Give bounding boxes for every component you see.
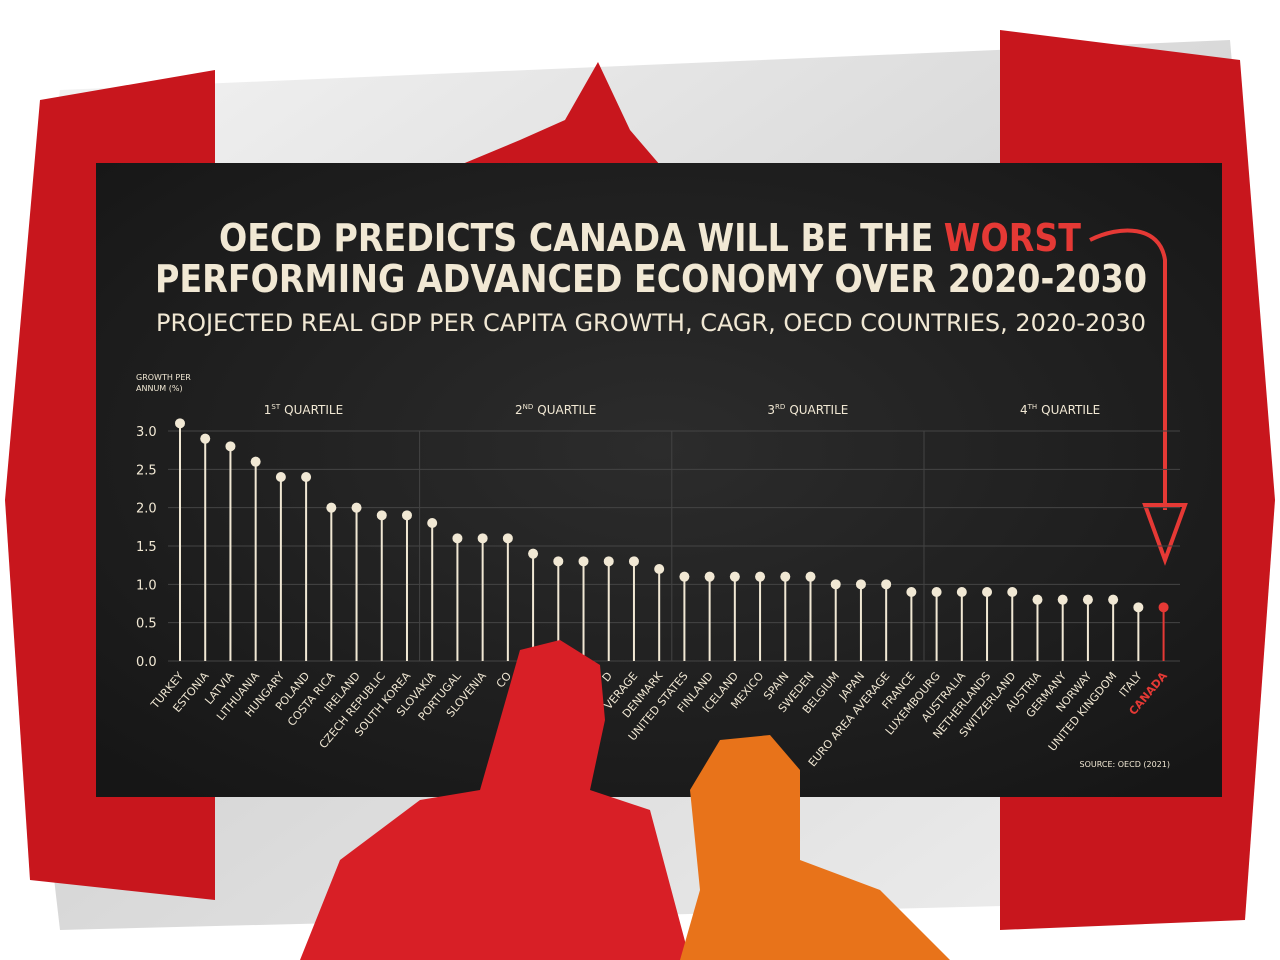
dot [855,579,866,590]
dot [830,579,841,590]
quartile-text: QUARTILE [284,403,343,417]
arrow [1089,228,1167,510]
y-tick-label: 2.5 [136,463,157,478]
y-tick-label: 3.0 [136,425,157,440]
chart-subtitle: PROJECTED REAL GDP PER CAPITA GROWTH, CA… [156,309,1146,337]
quartile-label: 2ND QUARTILE [515,403,596,417]
quartile-text: QUARTILE [1041,403,1100,417]
dot [225,441,236,452]
y-tick-label: 0.0 [136,655,157,670]
dot [1108,594,1119,605]
dot [578,556,589,567]
person-cutout [680,735,950,960]
quartile-number: 2 [515,403,523,417]
quartile-text: QUARTILE [789,403,848,417]
dot [704,571,715,582]
y-tick-label: 0.5 [136,617,157,632]
dot [376,510,387,521]
person-cutout [300,640,690,960]
dot [679,571,690,582]
maple-leaf [460,62,660,165]
quartile-number: 1 [264,403,272,417]
dot [401,510,412,521]
dot [301,472,312,482]
dot [250,456,261,467]
title-part: OECD PREDICTS CANADA WILL BE THE [219,216,933,260]
quartile-label: 3RD QUARTILE [767,403,848,417]
dot [175,418,185,429]
dot [654,564,665,574]
dot [956,587,967,597]
dot [1007,587,1018,597]
dot [1082,594,1093,605]
y-axis-label: GROWTH PER [136,373,191,382]
dot [628,556,639,567]
dot [553,556,564,567]
y-tick-label: 1.5 [136,540,157,555]
quartile-number: 3 [767,403,775,417]
y-tick-label: 1.0 [136,578,157,593]
dot [528,548,539,559]
arrow-head [1142,503,1188,566]
dot [755,571,766,582]
y-tick-label: 2.0 [136,502,157,517]
chart-title: OECD PREDICTS CANADA WILL BE THEWORST [219,216,1081,260]
dot [780,571,791,582]
dot [351,502,362,513]
dot [805,571,816,582]
dot [200,433,211,444]
quartile-suffix: TH [1027,403,1038,411]
dot [477,533,488,544]
title-highlight: WORST [944,216,1081,260]
quartile-text: QUARTILE [537,403,596,417]
quartile-label: 1ST QUARTILE [264,403,343,417]
dot [275,472,286,482]
dot [881,579,892,590]
dot [502,533,513,544]
chart-title: PERFORMING ADVANCED ECONOMY OVER 2020-20… [155,257,1147,301]
dot [1057,594,1068,605]
dot [452,533,463,544]
dot [1133,602,1144,613]
quartile-suffix: RD [775,403,785,411]
dot [906,587,917,597]
quartile-label: 4TH QUARTILE [1020,403,1100,417]
quartile-suffix: ND [523,403,534,411]
dot [326,502,337,513]
source: SOURCE: OECD (2021) [1079,760,1170,769]
dot [931,587,942,597]
dot [1158,602,1169,613]
dot [729,571,740,582]
y-axis-label: ANNUM (%) [136,384,183,393]
dot [1032,594,1043,605]
dot [427,518,438,528]
quartile-number: 4 [1020,403,1028,417]
dot [603,556,614,567]
dot [982,587,993,597]
quartile-suffix: ST [271,403,280,411]
